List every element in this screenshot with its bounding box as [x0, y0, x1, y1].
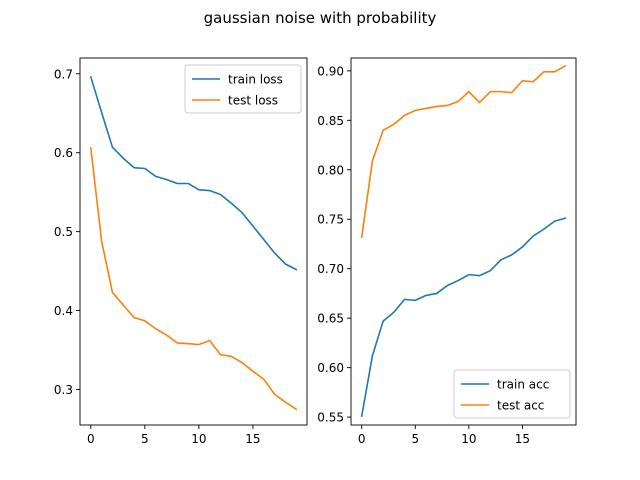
subplot-loss: 0 5 10 15 0.3 0.4 0.5 0.6 0.7 train loss test loss: [54, 57, 308, 446]
y-tick-label: 0.80: [317, 163, 344, 177]
y-tick-label: 0.65: [317, 312, 344, 326]
series-line-train-loss: [89, 75, 298, 271]
x-tick-label: 0: [358, 432, 366, 446]
series-line-test-acc: [360, 64, 567, 238]
legend: train loss test loss: [184, 64, 302, 114]
series-line-test-loss: [89, 147, 298, 411]
series-line-train-acc: [360, 217, 567, 418]
x-tick-label: 5: [411, 432, 419, 446]
y-tick-label: 0.55: [317, 411, 344, 425]
y-tick-label: 0.90: [317, 64, 344, 78]
y-tick-label: 0.60: [317, 361, 344, 375]
legend-box: [184, 64, 302, 114]
y-tick-label: 0.6: [54, 146, 73, 160]
x-tick-label: 5: [141, 432, 149, 446]
x-tick-label: 10: [461, 432, 476, 446]
legend-box: [453, 369, 571, 419]
legend-label: test loss: [228, 94, 278, 108]
legend-label: test acc: [497, 399, 544, 413]
y-tick-label: 0.75: [317, 213, 344, 227]
y-tick-label: 0.70: [317, 262, 344, 276]
subplot-accuracy: 0 5 10 15 0.55 0.60 0.65 0.70 0.75 0.80 0.85 0.90 tr…: [317, 57, 577, 446]
y-tick-label: 0.7: [54, 67, 73, 81]
legend-label: train acc: [497, 378, 549, 392]
legend-label: train loss: [228, 73, 283, 87]
y-tick-label: 0.4: [54, 304, 73, 318]
y-tick-label: 0.3: [54, 383, 73, 397]
x-tick-label: 10: [191, 432, 206, 446]
legend: train acc test acc: [453, 369, 571, 419]
y-tick-label: 0.85: [317, 114, 344, 128]
x-tick-label: 15: [245, 432, 260, 446]
chart-title: gaussian noise with probability: [204, 9, 437, 27]
y-tick-label: 0.5: [54, 225, 73, 239]
x-tick-label: 0: [87, 432, 95, 446]
axes-frame: [79, 57, 308, 426]
axes-frame: [350, 57, 577, 426]
x-tick-label: 15: [515, 432, 530, 446]
